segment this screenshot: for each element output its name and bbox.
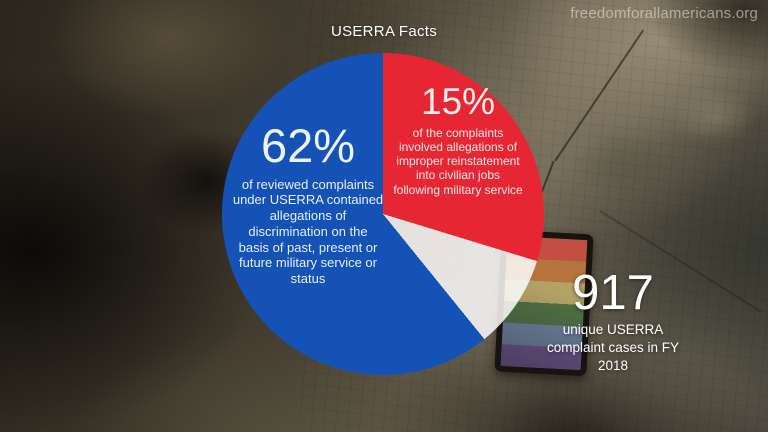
website-url: freedomforallamericans.org bbox=[570, 5, 758, 22]
slice-stat-reinstatement: 15% of the complaints involved allegatio… bbox=[383, 81, 533, 197]
slice-stat-discrimination: 62% of reviewed complaints under USERRA … bbox=[212, 119, 404, 287]
pie-chart bbox=[222, 53, 544, 375]
stat-value-15: 15% bbox=[420, 81, 496, 122]
stat-value-917: 917 bbox=[572, 266, 654, 320]
stat-description-917: unique USERRA complaint cases in FY 2018 bbox=[546, 322, 680, 373]
stat-description-62: of reviewed complaints under USERRA cont… bbox=[232, 176, 384, 287]
stat-description-15: of the complaints involved allegations o… bbox=[393, 125, 523, 197]
page-title: USERRA Facts bbox=[330, 23, 438, 40]
stat-total-cases: 917 unique USERRA complaint cases in FY … bbox=[541, 266, 685, 374]
stat-value-62: 62% bbox=[260, 119, 356, 172]
